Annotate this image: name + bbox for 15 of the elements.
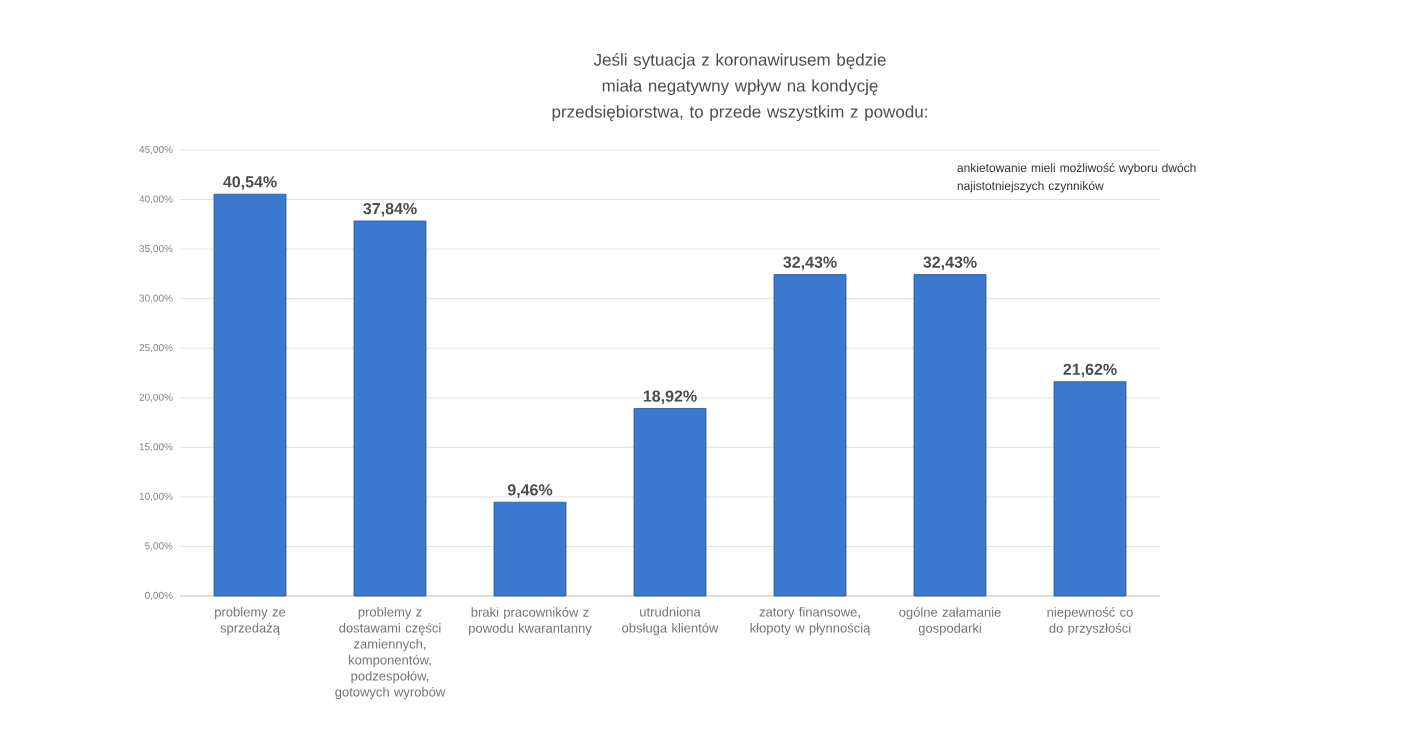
bar <box>353 220 427 597</box>
bar <box>1053 381 1127 597</box>
data-label: 9,46% <box>507 484 553 498</box>
bar <box>213 193 287 597</box>
data-label: 32,43% <box>923 256 977 271</box>
chart-title: Jeśli sytuacja z koronawirusem będzie miała negatywny wpływ na kondycję przedsiębiorstwa, to przede wszystkim z powodu: <box>552 53 927 122</box>
data-label: 37,84% <box>363 202 417 217</box>
bar <box>633 408 707 597</box>
data-label: 18,92% <box>643 390 697 405</box>
bar <box>493 501 567 597</box>
bar <box>913 274 987 597</box>
data-label: 21,62% <box>1063 363 1117 378</box>
bar <box>773 274 847 597</box>
data-label: 32,43% <box>783 256 837 271</box>
data-label: 40,54% <box>223 176 277 190</box>
